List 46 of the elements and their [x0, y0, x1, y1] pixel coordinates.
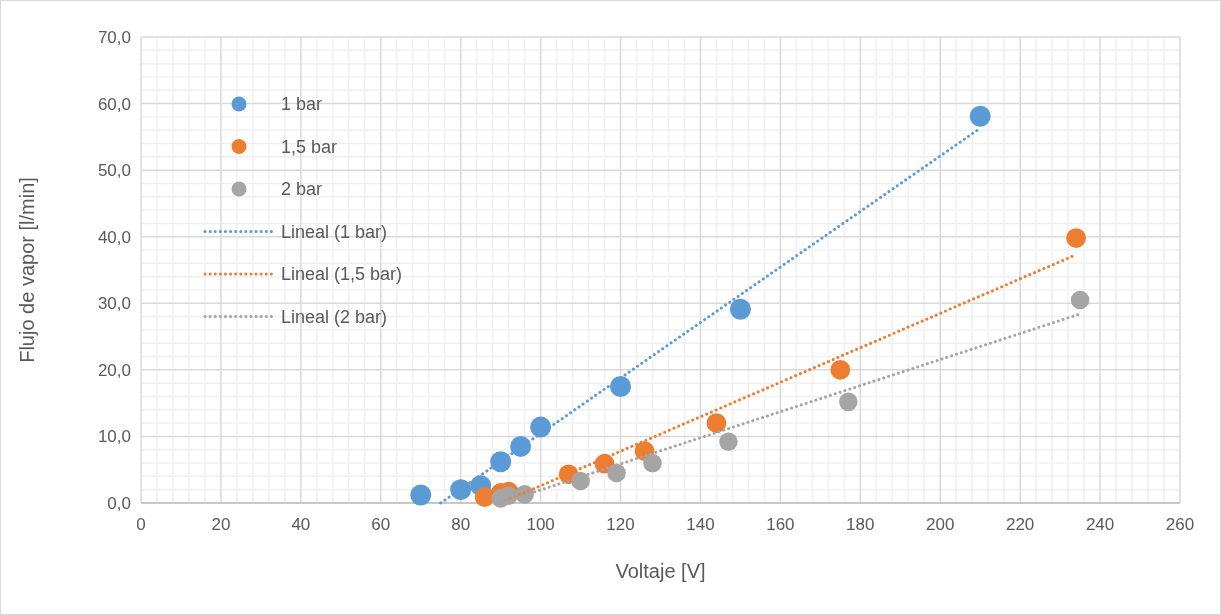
y-tick-label: 50,0	[97, 161, 131, 181]
x-tick-label: 180	[846, 515, 875, 534]
y-tick-label: 40,0	[97, 227, 131, 247]
point	[1066, 228, 1086, 248]
legend-label: 1 bar	[281, 94, 323, 114]
legend-label: 1,5 bar	[281, 136, 338, 157]
y-tick-label: 70,0	[97, 28, 131, 47]
point	[510, 435, 532, 457]
y-tick-label: 30,0	[97, 294, 131, 314]
y-tick-label: 0,0	[107, 494, 131, 513]
point	[643, 453, 662, 473]
point	[719, 432, 738, 452]
point	[839, 392, 858, 412]
point	[610, 376, 632, 397]
x-tick-label: 120	[606, 515, 635, 534]
point	[729, 298, 751, 320]
x-tick-label: 260	[1165, 515, 1195, 534]
y-tick-label: 60,0	[97, 94, 131, 114]
x-tick-label: 160	[766, 515, 795, 534]
x-tick-label: 0	[136, 515, 146, 534]
point	[490, 451, 512, 473]
x-tick-label: 100	[526, 515, 555, 534]
legend-label: Lineal (1 bar)	[281, 221, 388, 242]
x-tick-label: 80	[451, 515, 471, 534]
legend-label: 2 bar	[281, 179, 323, 199]
point	[969, 105, 991, 127]
x-tick-label: 240	[1085, 515, 1115, 534]
x-tick-label: 200	[926, 515, 955, 534]
x-axis-title: Voltaje [V]	[615, 560, 706, 582]
x-tick-label: 40	[291, 515, 311, 534]
x-tick-label: 140	[686, 515, 715, 534]
legend-label: Lineal (2 bar)	[281, 306, 388, 327]
point	[450, 479, 472, 501]
point	[706, 413, 727, 434]
x-tick-label: 20	[211, 515, 231, 534]
legend-label: Lineal (1,5 bar)	[281, 264, 403, 284]
point	[607, 463, 626, 483]
y-tick-label: 10,0	[97, 427, 131, 447]
y-axis-title: Flujo de vapor [l/min]	[16, 177, 38, 363]
point	[1070, 290, 1090, 310]
x-tick-label: 220	[1005, 515, 1035, 534]
point	[830, 359, 851, 380]
point	[410, 484, 432, 506]
point	[530, 416, 552, 438]
y-tick-label: 20,0	[97, 360, 131, 380]
x-tick-label: 60	[371, 515, 391, 534]
